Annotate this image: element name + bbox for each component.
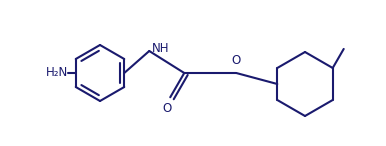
Text: O: O: [163, 102, 172, 115]
Text: H₂N: H₂N: [46, 66, 68, 80]
Text: O: O: [232, 54, 241, 67]
Text: NH: NH: [152, 42, 170, 55]
